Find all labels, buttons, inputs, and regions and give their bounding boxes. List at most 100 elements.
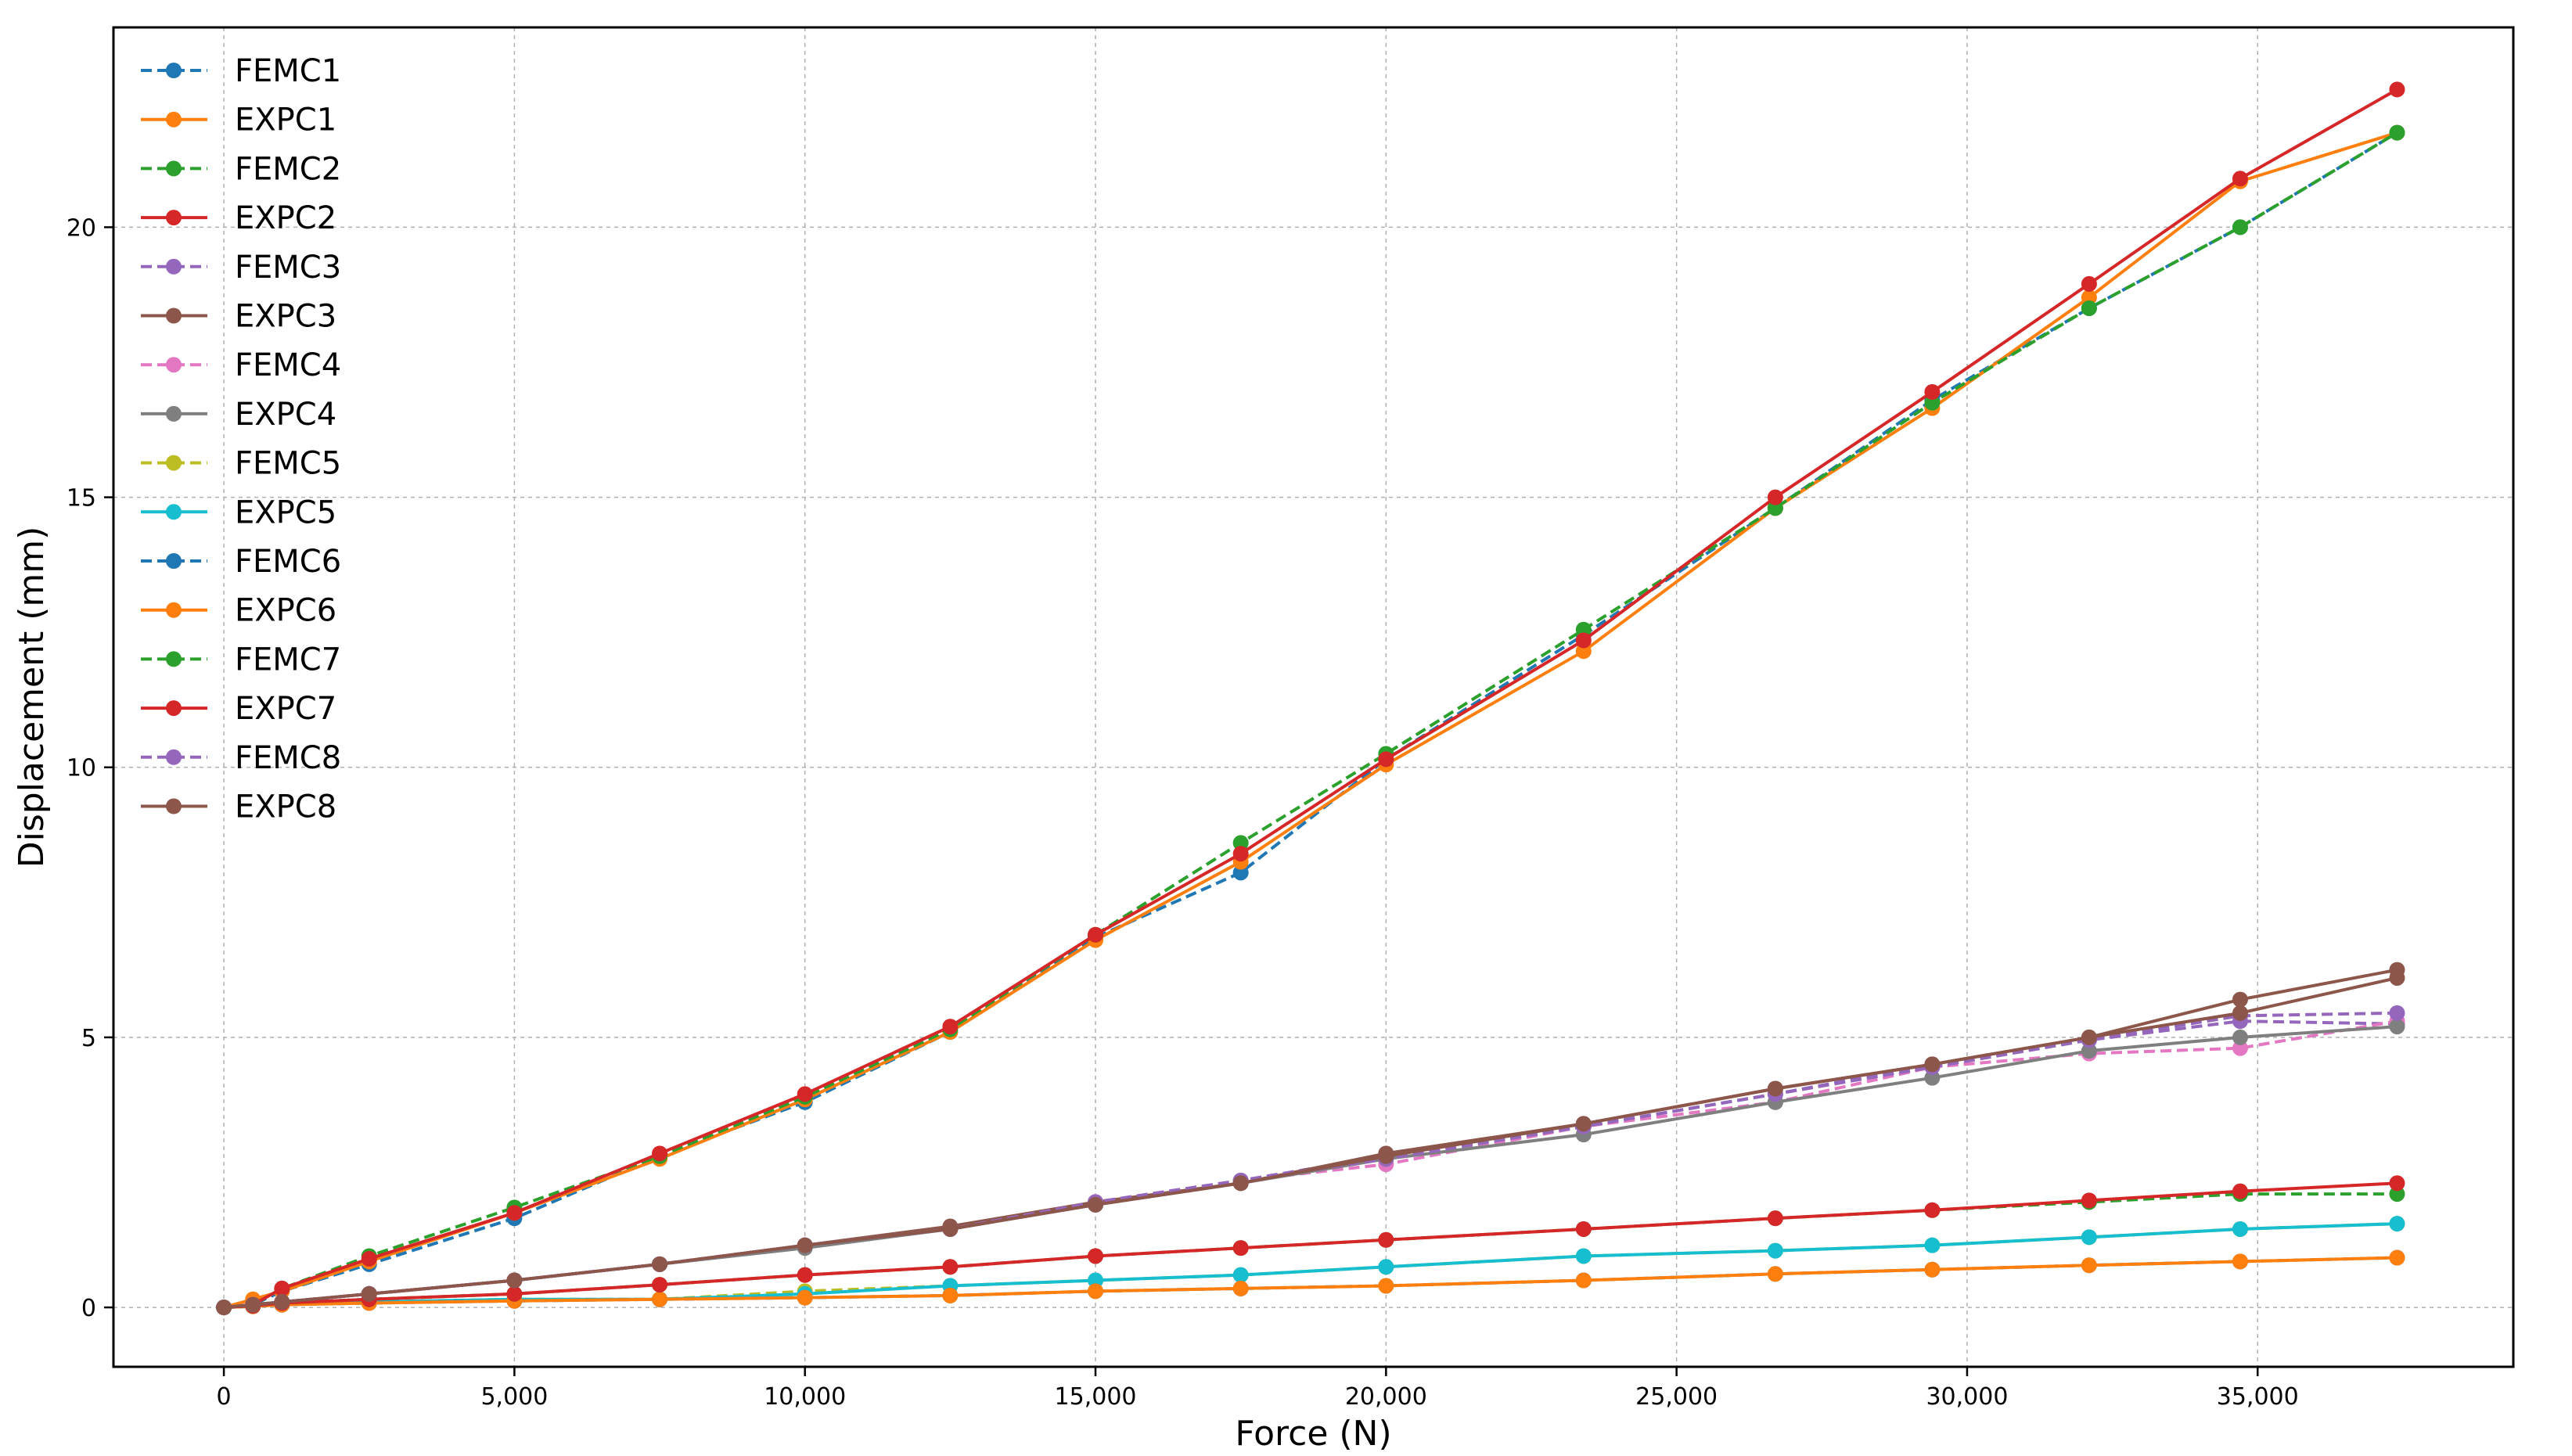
x-tick-label: 20,000 [1345,1383,1427,1411]
data-point [2389,1216,2405,1232]
legend-item: FEMC6 [141,544,341,580]
data-point [2389,1019,2405,1035]
data-point [2232,1040,2248,1056]
series-expc8 [216,969,2405,1316]
data-point [1378,1278,1394,1294]
data-point [361,1285,377,1302]
data-point [2232,1183,2248,1199]
data-point [1232,1240,1249,1256]
data-point [1767,1242,1783,1259]
legend-swatch-marker [166,700,182,717]
data-point [652,1145,668,1162]
data-point [1924,394,1941,411]
data-point [245,1296,261,1313]
legend-item: EXPC5 [141,494,336,530]
data-point [1088,1283,1104,1300]
data-point [216,1300,232,1316]
legend-label: EXPC7 [235,691,336,727]
data-point [2081,1257,2097,1274]
legend-item: EXPC4 [141,397,336,433]
legend-label: FEMC5 [235,446,341,482]
legend-label: EXPC1 [235,102,336,138]
data-point [1575,632,1592,649]
data-point [797,1289,813,1306]
data-point [1767,1080,1783,1097]
data-point [2232,1005,2248,1021]
data-point [942,1019,959,1035]
y-tick-label: 10 [67,755,96,782]
legend-swatch-marker [166,63,182,78]
data-point [506,1285,523,1302]
data-point [1575,1248,1592,1264]
x-tick-label: 15,000 [1055,1383,1137,1411]
y-tick-label: 20 [67,214,96,242]
data-point [2389,1005,2405,1021]
legend-label: FEMC6 [235,544,341,580]
legend-label: FEMC7 [235,642,341,678]
data-point [1232,1267,1249,1283]
data-point [1088,1196,1104,1213]
data-point [1575,621,1592,638]
data-point [2081,1043,2097,1059]
legend-swatch-marker [166,749,182,765]
legend-item: EXPC6 [141,593,336,629]
axis-ticks: 0 5,000 10,000 15,000 20,000 25,000 30,000 35,0… [67,214,2299,1411]
x-tick-label: 5,000 [480,1383,548,1411]
data-point [797,1267,813,1283]
legend-item: FEMC1 [141,53,341,89]
data-point [1924,1056,1941,1073]
data-point [2389,124,2405,141]
legend-swatch-marker [166,553,182,569]
x-axis-label: Force (N) [1235,1414,1391,1454]
data-point [2232,1029,2248,1045]
data-point [1378,751,1394,768]
data-point [1575,1116,1592,1132]
legend-swatch-marker [166,258,182,275]
data-point [2081,1229,2097,1246]
data-point [1575,1272,1592,1289]
legend-item: FEMC4 [141,347,341,383]
data-point [1767,1210,1783,1227]
y-axis-label: Displacement (mm) [12,527,52,868]
data-point [1924,1202,1941,1218]
legend-item: EXPC8 [141,789,336,825]
data-point [2081,1029,2097,1045]
legend-swatch-marker [166,210,182,226]
data-point [2389,969,2405,986]
legend-item: EXPC2 [141,200,336,236]
x-tick-label: 35,000 [2217,1383,2299,1411]
x-tick-label: 30,000 [1926,1383,2008,1411]
data-point [1924,383,1941,400]
data-point [274,1280,290,1296]
data-point [797,1086,813,1102]
data-point [506,1272,523,1289]
x-tick-label: 10,000 [764,1383,846,1411]
legend-swatch-marker [166,455,182,471]
legend-swatch-marker [166,651,182,667]
data-point [2081,275,2097,292]
y-tick-label: 5 [81,1025,96,1052]
legend-swatch-marker [166,405,182,422]
data-point [1088,1248,1104,1264]
data-point [2389,81,2405,98]
series-layer [216,81,2405,1316]
data-point [652,1256,668,1272]
legend-label: FEMC2 [235,151,341,187]
y-tick-label: 0 [81,1295,96,1322]
legend-label: EXPC3 [235,299,336,335]
data-point [1378,1231,1394,1248]
legend: FEMC1 EXPC1 FEMC2 EXPC2 FEMC3 EXPC3 FEMC4 EXPC4… [141,53,341,825]
data-point [2389,1249,2405,1266]
plot-frame [112,26,2515,1368]
data-point [1767,500,1783,516]
data-point [942,1259,959,1275]
data-point [1232,1175,1249,1192]
data-point [1924,1237,1941,1253]
legend-item: FEMC7 [141,642,341,678]
data-point [1232,835,1249,851]
data-point [2232,1253,2248,1270]
data-point [1232,865,1249,881]
legend-label: EXPC4 [235,397,336,433]
